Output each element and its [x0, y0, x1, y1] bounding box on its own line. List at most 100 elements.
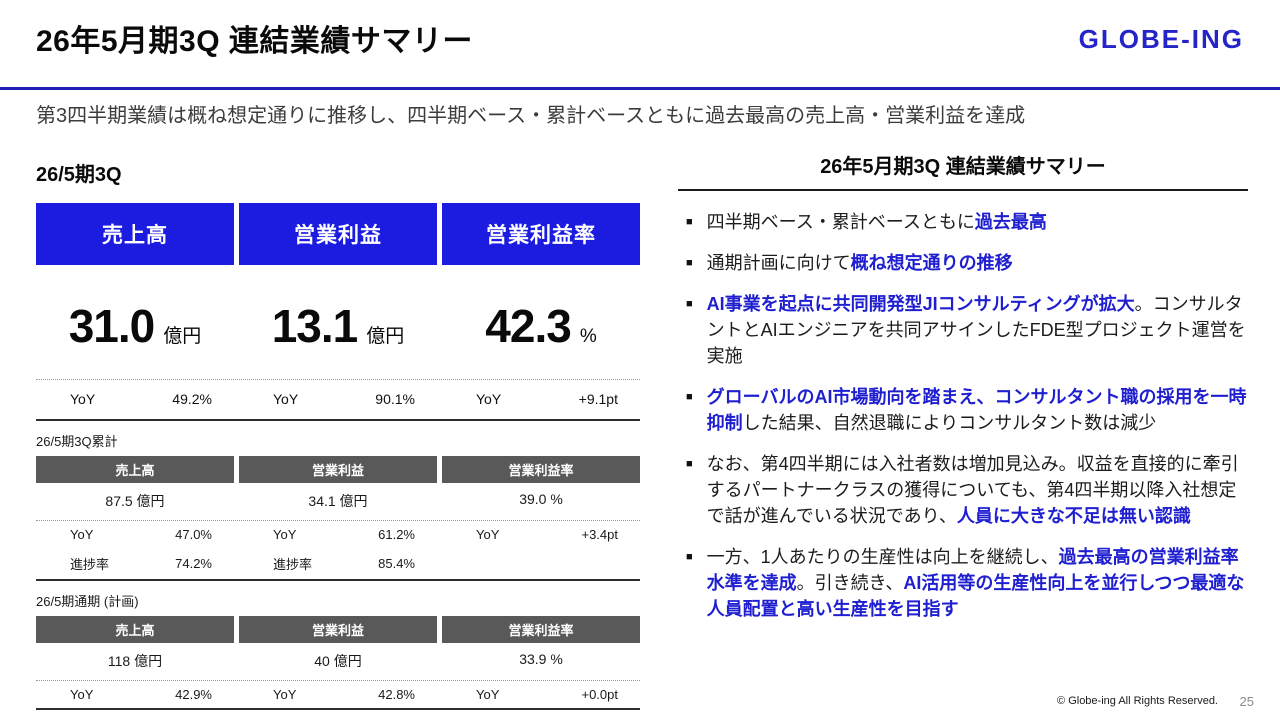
- fullyear-yoy-row: YoY 42.9% YoY 42.8% YoY +0.0pt: [36, 680, 640, 708]
- yoy-label: YoY: [70, 527, 94, 542]
- yoy-value: 49.2%: [172, 391, 212, 407]
- summary-panel: 26年5月期3Q 連結業績サマリー ■ 四半期ベース・累計ベースともに過去最高 ■ 通…: [678, 150, 1248, 637]
- operating-profit-value: 13.1 億円: [239, 265, 437, 379]
- fullyear-operating-margin-yoy: YoY +0.0pt: [442, 681, 640, 708]
- bullet-square-icon: ■: [686, 298, 693, 310]
- yoy-value: 42.8%: [378, 687, 415, 702]
- section-divider: [36, 708, 640, 710]
- summary-bullet: ■ なお、第4四半期には入社者数は増加見込み。収益を直接的に牽引するパートナークラ…: [686, 451, 1248, 529]
- company-logo: GLOBE-ING: [1078, 24, 1244, 54]
- bullet-square-icon: ■: [686, 257, 693, 269]
- sales-unit: 億円: [163, 326, 202, 347]
- yoy-label: YoY: [476, 391, 502, 407]
- metric-header-operating-margin: 営業利益率: [442, 203, 640, 265]
- yoy-label: YoY: [273, 391, 299, 407]
- section-divider: [36, 579, 640, 581]
- fullyear-sales-value: 118 億円: [107, 653, 163, 669]
- bullet-square-icon: ■: [686, 551, 693, 563]
- summary-title: 26年5月期3Q 連結業績サマリー: [678, 150, 1248, 191]
- summary-bullet: ■ グローバルのAI市場動向を踏まえ、コンサルタント職の採用を一時抑制した結果、自…: [686, 384, 1248, 436]
- bullet-square-icon: ■: [686, 458, 693, 470]
- copyright-text: © Globe-ing All Rights Reserved.: [1057, 695, 1218, 707]
- yoy-value: 42.9%: [175, 687, 212, 702]
- fullyear-value-row: 118 億円 40 億円 33.9 %: [36, 643, 640, 680]
- cumulative-operating-margin-progress: [442, 548, 640, 579]
- fullyear-header-sales: 売上高: [36, 616, 234, 643]
- summary-bullet: ■ 一方、1人あたりの生産性は向上を継続し、過去最高の営業利益率水準を達成。引き続…: [686, 544, 1248, 622]
- sales-number: 31.0: [68, 300, 156, 352]
- operating-margin-unit: %: [579, 326, 597, 347]
- yoy-label: YoY: [273, 687, 297, 702]
- yoy-label: YoY: [476, 527, 500, 542]
- cumulative-operating-profit-progress: 進捗率 85.4%: [239, 548, 437, 579]
- operating-profit-yoy: YoY 90.1%: [239, 380, 437, 419]
- quarter-heading: 26/5期3Q: [36, 164, 122, 186]
- fullyear-table-label: 26/5期通期 (計画): [36, 594, 139, 609]
- fullyear-header-operating-margin: 営業利益率: [442, 616, 640, 643]
- bullet-text: グローバルのAI市場動向を踏まえ、コンサルタント職の採用を一時抑制した結果、自然…: [706, 387, 1247, 433]
- cumulative-value-row: 87.5 億円 34.1 億円 39.0 %: [36, 483, 640, 520]
- yoy-value: +0.0pt: [581, 687, 618, 702]
- cumulative-sales-yoy: YoY 47.0%: [36, 521, 234, 548]
- operating-profit-unit: 億円: [366, 326, 405, 347]
- progress-label: 進捗率: [273, 557, 313, 572]
- fullyear-operating-profit-yoy: YoY 42.8%: [239, 681, 437, 708]
- cumulative-header-operating-profit: 営業利益: [239, 456, 437, 483]
- metric-header-operating-profit: 営業利益: [239, 203, 437, 265]
- yoy-value: +3.4pt: [581, 527, 618, 542]
- yoy-value: +9.1pt: [578, 391, 618, 407]
- cumulative-operating-profit-value: 34.1 億円: [308, 493, 368, 509]
- progress-label: 進捗率: [70, 557, 110, 572]
- cumulative-operating-margin-value: 39.0 %: [519, 491, 563, 507]
- fullyear-operating-margin-value: 33.9 %: [519, 651, 563, 667]
- subtitle: 第3四半期業績は概ね想定通りに推移し、四半期ベース・累計ベースともに過去最高の売…: [36, 105, 1026, 127]
- bullet-text: なお、第4四半期には入社者数は増加見込み。収益を直接的に牽引するパートナークラス…: [706, 454, 1239, 526]
- yoy-label: YoY: [70, 391, 96, 407]
- metric-yoy-row: YoY 49.2% YoY 90.1% YoY +9.1pt: [36, 379, 640, 419]
- yoy-label: YoY: [70, 687, 94, 702]
- cumulative-operating-margin-yoy: YoY +3.4pt: [442, 521, 640, 548]
- page-number: 25: [1239, 694, 1254, 709]
- fullyear-header-operating-profit: 営業利益: [239, 616, 437, 643]
- progress-value: 74.2%: [175, 556, 212, 571]
- yoy-label: YoY: [476, 687, 500, 702]
- sales-yoy: YoY 49.2%: [36, 380, 234, 419]
- cumulative-table-label: 26/5期3Q累計: [36, 434, 118, 449]
- cumulative-sales-progress: 進捗率 74.2%: [36, 548, 234, 579]
- bullet-square-icon: ■: [686, 216, 693, 228]
- cumulative-header-sales: 売上高: [36, 456, 234, 483]
- operating-margin-yoy: YoY +9.1pt: [442, 380, 640, 419]
- fullyear-operating-profit-value: 40 億円: [314, 653, 362, 669]
- yoy-label: YoY: [273, 527, 297, 542]
- section-divider: [36, 419, 640, 421]
- bullet-text: 一方、1人あたりの生産性は向上を継続し、過去最高の営業利益率水準を達成。引き続き…: [706, 547, 1245, 619]
- operating-profit-number: 13.1: [271, 300, 359, 352]
- cumulative-operating-profit-yoy: YoY 61.2%: [239, 521, 437, 548]
- yoy-value: 90.1%: [375, 391, 415, 407]
- fullyear-header-row: 売上高 営業利益 営業利益率: [36, 616, 640, 643]
- fullyear-sales-yoy: YoY 42.9%: [36, 681, 234, 708]
- bullet-text: 四半期ベース・累計ベースともに過去最高: [706, 212, 1047, 232]
- yoy-value: 61.2%: [378, 527, 415, 542]
- operating-margin-value: 42.3 %: [442, 265, 640, 379]
- progress-value: 85.4%: [378, 556, 415, 571]
- metric-header-sales: 売上高: [36, 203, 234, 265]
- summary-bullet-list: ■ 四半期ベース・累計ベースともに過去最高 ■ 通期計画に向けて概ね想定通りの推移 ■ A…: [678, 209, 1248, 622]
- metric-value-row: 31.0 億円 13.1 億円 42.3 %: [36, 265, 640, 379]
- cumulative-header-operating-margin: 営業利益率: [442, 456, 640, 483]
- bullet-text: AI事業を起点に共同開発型JIコンサルティングが拡大。コンサルタントとAIエンジ…: [706, 294, 1246, 366]
- bullet-square-icon: ■: [686, 391, 693, 403]
- metric-header-row: 売上高 営業利益 営業利益率: [36, 203, 640, 265]
- cumulative-header-row: 売上高 営業利益 営業利益率: [36, 456, 640, 483]
- quarter-metrics-panel: 26/5期3Q 売上高 営業利益 営業利益率 31.0 億円 13.1 億円 4…: [36, 158, 640, 710]
- summary-bullet: ■ 四半期ベース・累計ベースともに過去最高: [686, 209, 1248, 235]
- sales-value: 31.0 億円: [36, 265, 234, 379]
- cumulative-yoy-row: YoY 47.0% YoY 61.2% YoY +3.4pt: [36, 520, 640, 548]
- yoy-value: 47.0%: [175, 527, 212, 542]
- bullet-text: 通期計画に向けて概ね想定通りの推移: [706, 253, 1013, 273]
- cumulative-sales-value: 87.5 億円: [105, 493, 165, 509]
- page-title: 26年5月期3Q 連結業績サマリー: [36, 25, 473, 58]
- summary-bullet: ■ AI事業を起点に共同開発型JIコンサルティングが拡大。コンサルタントとAIエン…: [686, 291, 1248, 369]
- operating-margin-number: 42.3: [485, 300, 572, 352]
